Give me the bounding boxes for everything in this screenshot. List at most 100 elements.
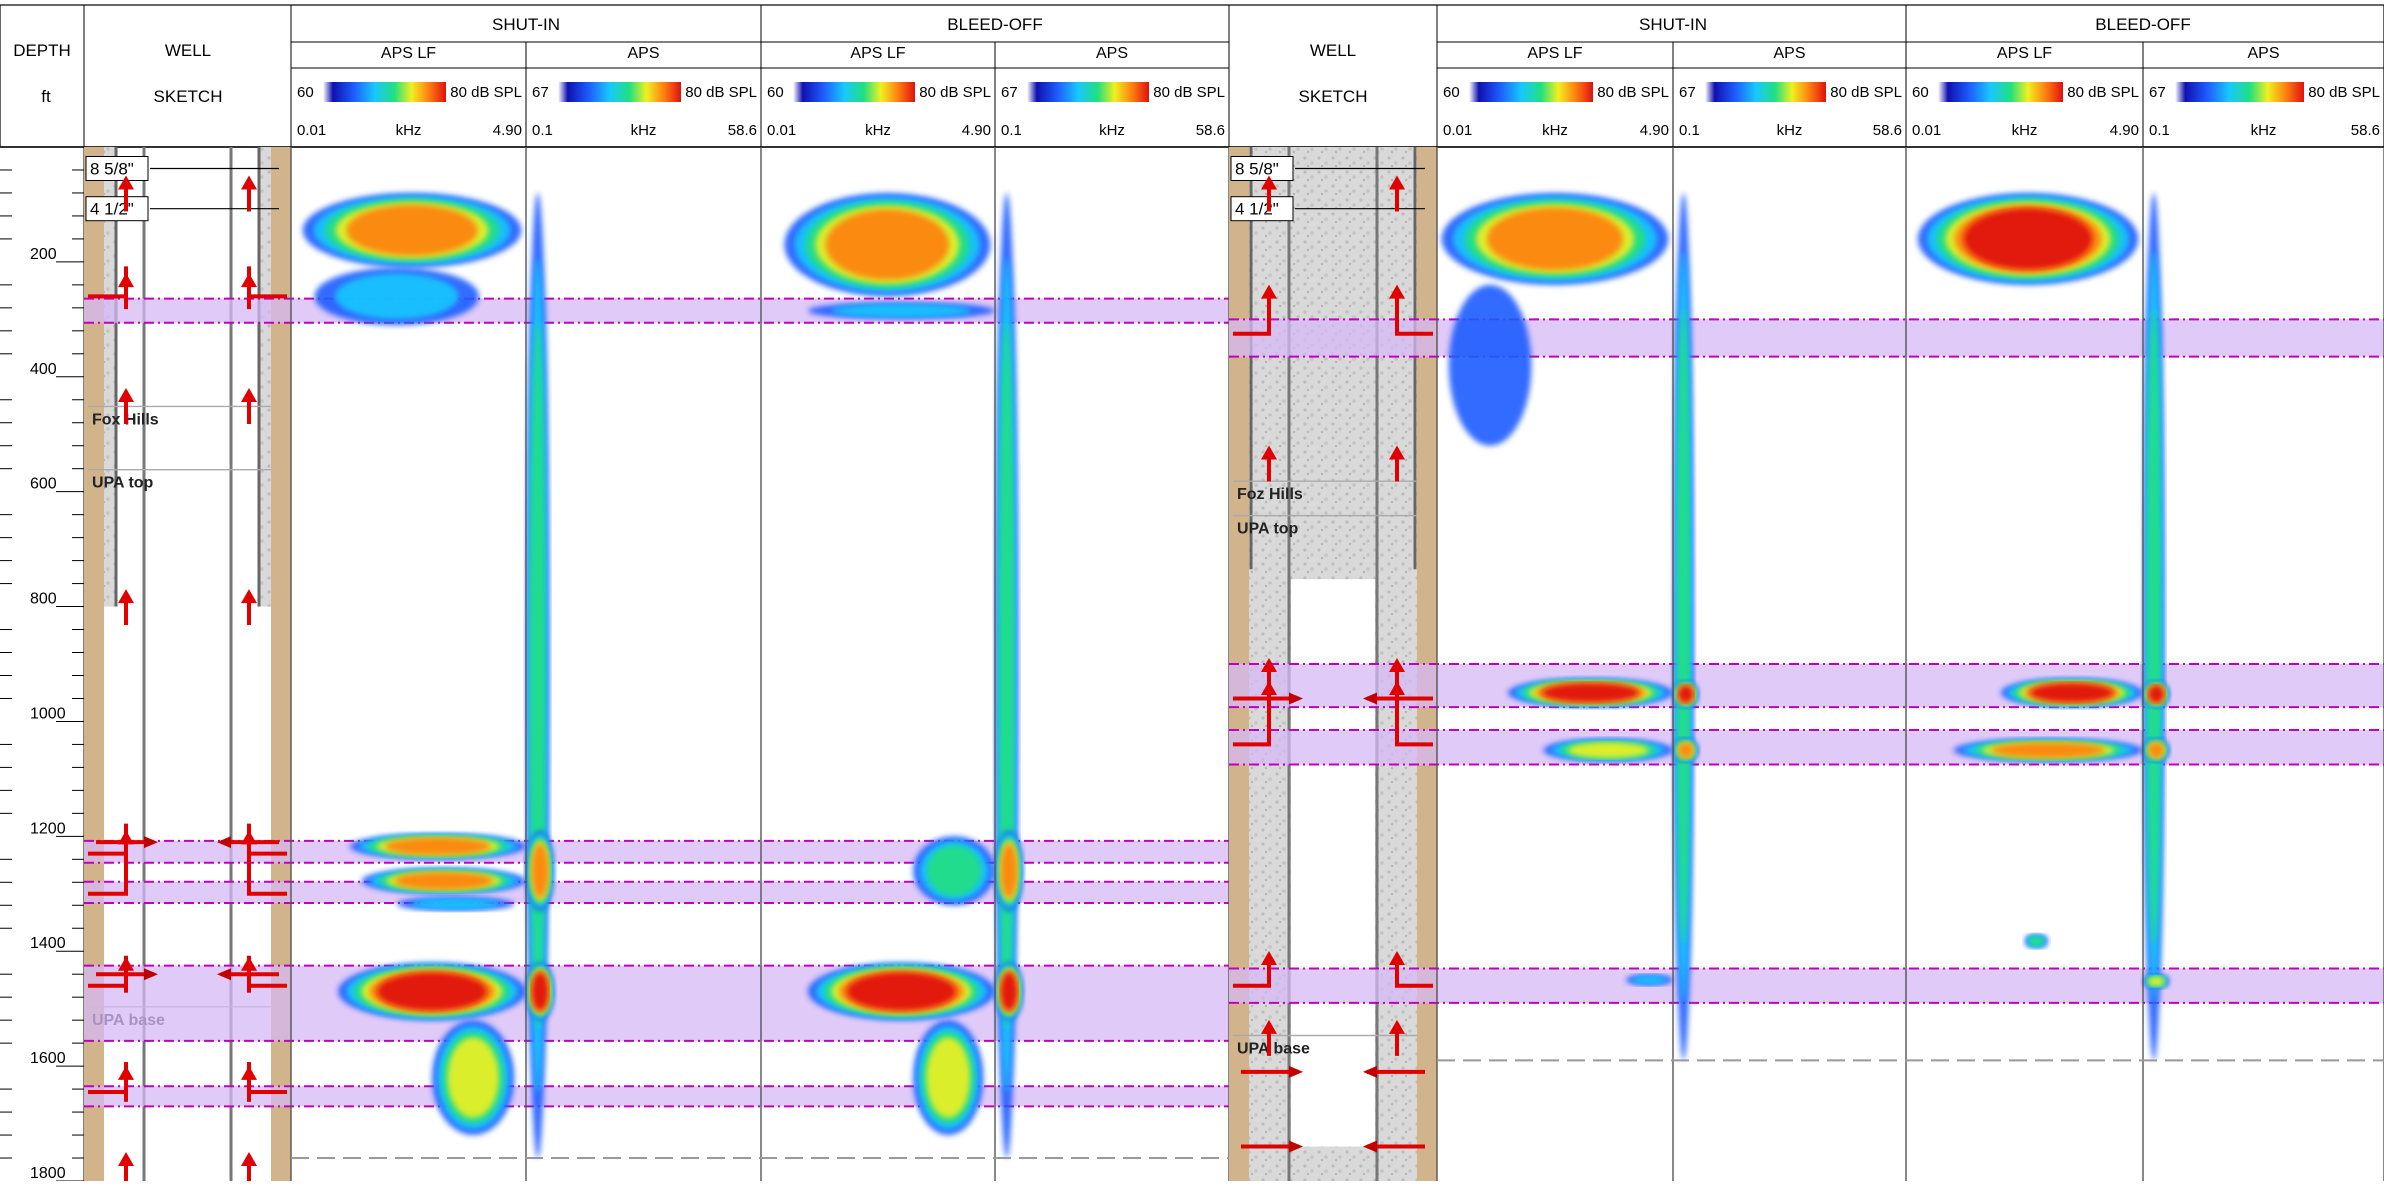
noise-intensity-region: [346, 204, 478, 256]
colorbar-swatch: [1027, 82, 1149, 102]
casing-size-label: 4 1/2": [1235, 200, 1279, 219]
lateral-flow-arrow: [247, 823, 287, 856]
lateral-flow-arrow: [1233, 714, 1271, 747]
bleedoff-title: BLEED-OFF: [2095, 15, 2190, 34]
perforation-tip: [1363, 1140, 1377, 1153]
frequency-min-label: 0.01: [767, 122, 796, 139]
depth-tick-label: 600: [30, 476, 57, 493]
formation-label: Foz Hills: [1237, 486, 1303, 503]
frequency-unit-label: kHz: [865, 122, 891, 139]
noise-intensity-region: [2147, 976, 2165, 987]
lateral-flow-arrow: [88, 863, 128, 896]
colorbar-max-label: 80 dB SPL: [450, 84, 522, 101]
depth-tick-label: 1000: [30, 705, 66, 722]
depth-tick-label: 1200: [30, 820, 66, 837]
cement-plug: [1289, 1146, 1377, 1181]
lateral-flow-arrow: [247, 1061, 287, 1094]
spectrogram-track-bleed_hf: [995, 192, 1024, 1159]
spectrogram-track-shutin_hf: [526, 192, 555, 1159]
casing-size-box: [1230, 196, 1294, 222]
flow-arrow-head: [1261, 658, 1277, 672]
flow-zone-highlight: [84, 1086, 1229, 1107]
flow-arrow-head: [241, 175, 257, 190]
log-body: 200 400 600 800 1000 1200 1400 1600 1800 8 5/8" 4 …: [0, 147, 2384, 1186]
shutin-title: SHUT-IN: [1639, 15, 1707, 34]
frequency-unit-label: kHz: [1099, 122, 1125, 139]
noise-intensity-region: [335, 273, 459, 320]
spectrogram-track-bleed_lf: [1917, 192, 2143, 949]
spectrogram-track-shutin_hf: [1673, 192, 1699, 1061]
flow-arrow-head: [1261, 284, 1277, 299]
frequency-unit-label: kHz: [2012, 122, 2038, 139]
colorbar-max-label: 80 dB SPL: [1830, 84, 1902, 101]
lateral-flow-arrow: [247, 266, 287, 299]
frequency-max-label: 4.90: [1640, 122, 1669, 139]
noise-intensity-region: [926, 1037, 971, 1118]
lateral-flow-arrow: [1233, 955, 1271, 988]
noise-intensity-region: [394, 872, 494, 890]
flow-arrow-head: [118, 1152, 134, 1167]
colorbar-max-label: 80 dB SPL: [2067, 84, 2139, 101]
cement-annulus: [259, 147, 271, 607]
frequency-unit-label: kHz: [1777, 122, 1803, 139]
frequency-max-label: 58.6: [2351, 122, 2380, 139]
noise-intensity-region: [2148, 742, 2165, 758]
flow-zone-highlight: [84, 298, 1229, 323]
colorbar-min-label: 67: [532, 84, 549, 101]
perforation-tip: [217, 836, 231, 849]
noise-intensity-region: [998, 321, 1015, 1030]
noise-intensity-region: [385, 837, 491, 856]
casing-size-label: 8 5/8": [90, 159, 134, 178]
formation-label: UPA top: [1237, 521, 1299, 538]
colorbar-swatch: [1705, 82, 1826, 102]
lateral-flow-arrow: [1233, 303, 1271, 336]
depth-tick-label: 800: [30, 591, 57, 608]
flow-arrow-head: [1261, 175, 1277, 190]
depth-tick-label: 400: [30, 361, 57, 378]
depth-header-label: DEPTH: [13, 41, 71, 60]
frequency-max-label: 4.90: [962, 122, 991, 139]
spectrogram-track-shutin_lf: [1441, 192, 1673, 986]
flow-arrow-head: [118, 175, 134, 190]
cement-annulus: [104, 147, 116, 607]
aps-track-label: APS: [2247, 45, 2279, 62]
noise-intensity-region: [447, 1037, 499, 1118]
frequency-max-label: 58.6: [1873, 122, 1902, 139]
sketch-header-label: SKETCH: [1299, 87, 1368, 106]
noise-intensity-region: [377, 972, 487, 1011]
flow-arrow-head: [118, 589, 134, 604]
noise-intensity-region: [1991, 742, 2106, 758]
formation-label: UPA top: [92, 475, 154, 492]
aps-track-label: APS: [627, 45, 659, 62]
colorbar-swatch: [793, 82, 915, 102]
depth-tick-label: 1400: [30, 935, 66, 952]
perforation-tip: [217, 968, 231, 981]
colorbar-max-label: 80 dB SPL: [1153, 84, 1225, 101]
colorbar-min-label: 60: [297, 84, 314, 101]
noise-intensity-region: [846, 972, 957, 1011]
frequency-min-label: 0.01: [297, 122, 326, 139]
flow-arrow-head: [241, 1152, 257, 1167]
formation-strip: [84, 147, 104, 1181]
noise-intensity-region: [1567, 742, 1649, 759]
colorbar-swatch: [1938, 82, 2063, 102]
perforation-tip: [144, 968, 158, 981]
lateral-flow-arrow: [88, 955, 128, 988]
aps-lf-track-label: APS LF: [1997, 45, 2052, 62]
casing-size-label: 8 5/8": [1235, 159, 1279, 178]
noise-intensity-region: [1678, 685, 1694, 703]
casing-size-box: [85, 196, 149, 222]
depth-tick-label: 200: [30, 246, 57, 263]
frequency-unit-label: kHz: [1542, 122, 1568, 139]
formation-strip: [271, 147, 291, 1181]
noise-intensity-region: [1963, 208, 2093, 270]
noise-intensity-region: [2028, 935, 2045, 947]
noise-intensity-region: [1542, 683, 1639, 703]
lateral-flow-arrow: [247, 955, 287, 988]
flow-arrow-head: [1389, 175, 1405, 190]
spectrogram-track-shutin_lf: [302, 192, 526, 1136]
colorbar-swatch: [323, 82, 446, 102]
perforation-tip: [1289, 692, 1303, 705]
